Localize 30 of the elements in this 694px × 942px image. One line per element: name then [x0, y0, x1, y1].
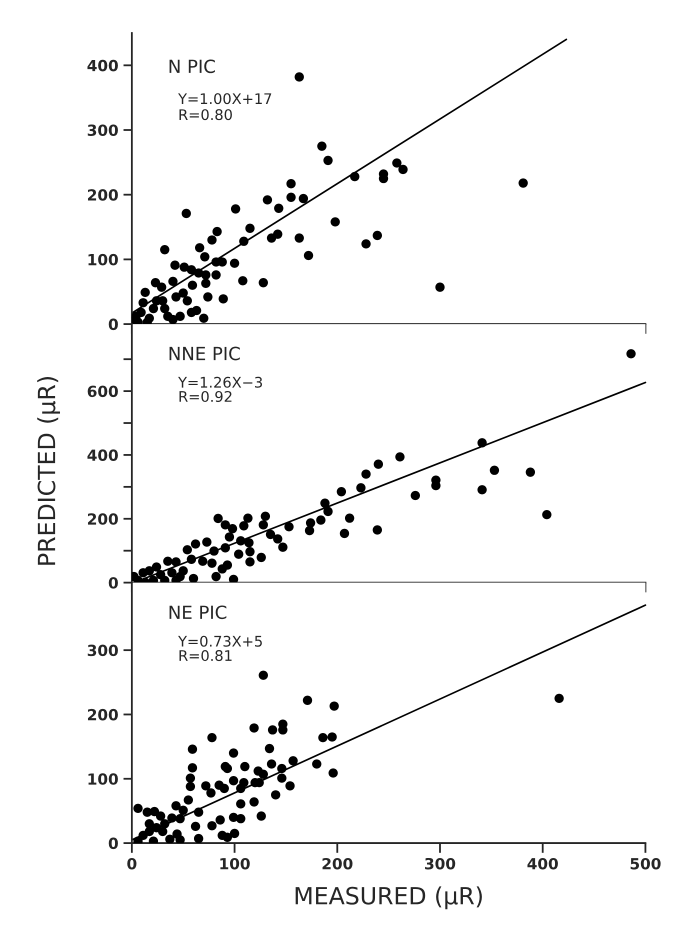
- annotation: NE PIC: [170, 605, 226, 620]
- y-tick-label: 200: [88, 708, 118, 720]
- annotation: R=0.92: [180, 390, 232, 402]
- annotation: R=0.80: [180, 109, 232, 120]
- y-tick-label: 0: [108, 318, 118, 330]
- y-tick-label: 200: [88, 513, 118, 525]
- annotation: Y=0.73X+5: [178, 636, 262, 647]
- y-tick-label: 200: [88, 189, 118, 201]
- annotation: Y=1.00X+17: [178, 93, 272, 104]
- annotation: NNE PIC: [170, 346, 240, 360]
- y-tick-label: 600: [88, 386, 118, 398]
- x-tick-label: 300: [425, 858, 456, 870]
- annotation: Y=1.26X−3: [178, 376, 262, 388]
- x-tick-label: 500: [630, 858, 661, 870]
- y-tick-label: 400: [87, 60, 118, 72]
- y-tick-label: 300: [88, 644, 118, 656]
- annotation: N PIC: [170, 59, 215, 74]
- y-tick-label: 300: [88, 124, 118, 136]
- y-tick-label: 0: [108, 838, 118, 850]
- x-tick-label: 0: [127, 858, 136, 870]
- y-tick-label: 0: [108, 577, 118, 589]
- x-tick-label: 400: [527, 858, 558, 870]
- x-tick-label: 100: [220, 858, 250, 870]
- y-tick-label: 100: [88, 254, 118, 266]
- x-axis-title: MEASURED (μR): [296, 886, 482, 910]
- y-tick-label: 100: [88, 773, 118, 785]
- x-tick-label: 200: [322, 858, 352, 870]
- y-tick-label: 400: [87, 449, 118, 461]
- y-axis-title: PREDICTED (μR): [37, 376, 60, 565]
- annotation: R=0.81: [180, 650, 232, 662]
